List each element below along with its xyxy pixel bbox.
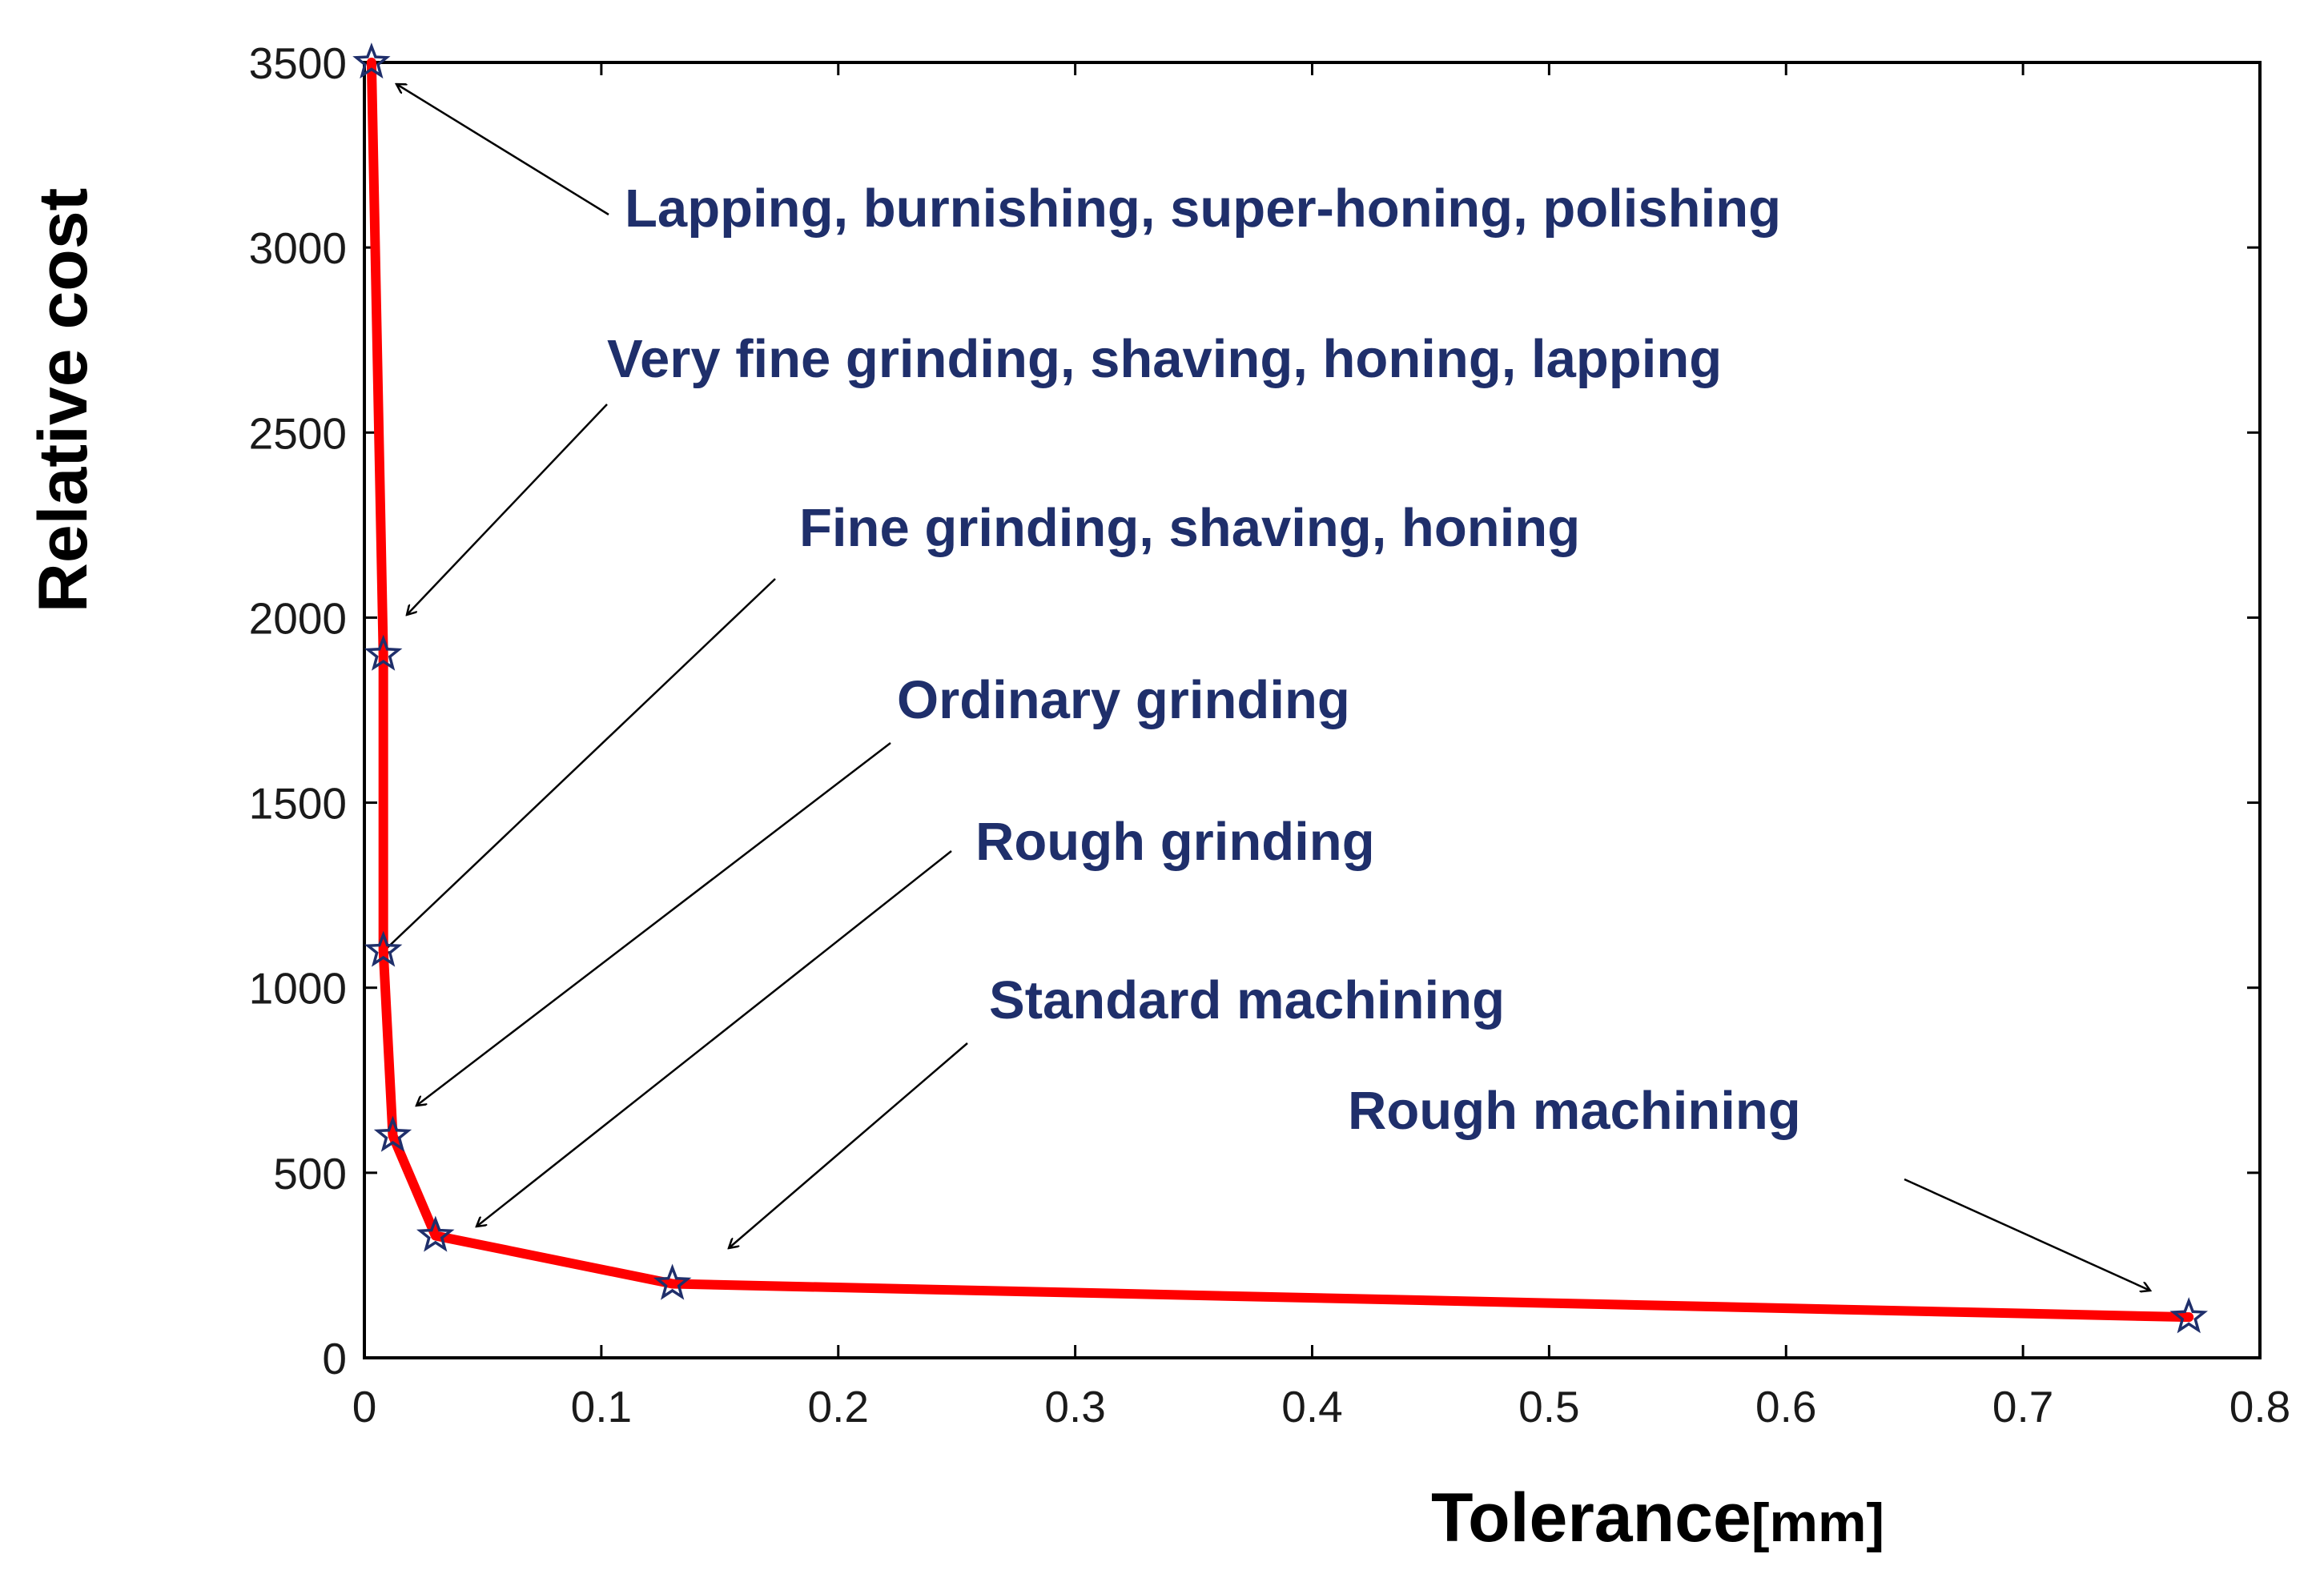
- y-tick-label: 3500: [249, 38, 347, 88]
- x-axis-label: Tolerance: [1431, 1480, 1751, 1556]
- x-tick-label: 0.1: [571, 1382, 632, 1431]
- annotation-label: Lapping, burnishing, super-honing, polis…: [625, 179, 1781, 239]
- annotation-arrow: [416, 742, 891, 1106]
- y-tick-label: 500: [273, 1149, 347, 1199]
- y-axis-label: Relative cost: [25, 188, 102, 613]
- annotation-arrow: [729, 1042, 968, 1248]
- annotation-label: Rough grinding: [975, 812, 1375, 872]
- annotation-arrow: [396, 84, 609, 216]
- series-line: [366, 58, 2194, 1323]
- x-axis-ticks: 0 0.1 0.2 0.3 0.4 0.5 0.6 0.7 0.8: [352, 62, 2290, 1431]
- x-tick-label: 0.3: [1044, 1382, 1105, 1431]
- x-tick-label: 0.5: [1518, 1382, 1579, 1431]
- data-series: [352, 42, 2208, 1334]
- data-point-star: [352, 42, 391, 79]
- x-axis-unit: [mm]: [1751, 1492, 1884, 1553]
- annotation-arrow: [380, 578, 776, 954]
- annotation-arrow: [476, 850, 952, 1227]
- x-tick-label: 0.6: [1755, 1382, 1816, 1431]
- x-tick-label: 0.2: [808, 1382, 869, 1431]
- annotation-label: Ordinary grinding: [897, 670, 1350, 730]
- annotation-arrow: [407, 404, 608, 615]
- data-point-star: [653, 1263, 692, 1300]
- annotation-label: Very fine grinding, shaving, honing, lap…: [607, 329, 1722, 389]
- data-point-star: [364, 634, 403, 671]
- annotation-label: Rough machining: [1348, 1081, 1801, 1141]
- y-tick-label: 2000: [249, 593, 347, 643]
- x-axis-label-group: Tolerance[mm]: [1431, 1480, 1884, 1556]
- x-tick-label: 0.4: [1281, 1382, 1342, 1431]
- x-tick-label: 0: [352, 1382, 377, 1431]
- y-tick-label: 2500: [249, 408, 347, 458]
- y-tick-label: 1000: [249, 964, 347, 1014]
- x-tick-label: 0.7: [1992, 1382, 2053, 1431]
- x-tick-label: 0.8: [2230, 1382, 2290, 1431]
- data-point-star: [373, 1115, 412, 1152]
- annotation-label: Fine grinding, shaving, honing: [799, 498, 1580, 558]
- data-point-star: [2169, 1297, 2208, 1334]
- annotation-label: Standard machining: [989, 970, 1505, 1030]
- annotations: Lapping, burnishing, super-honing, polis…: [380, 84, 2150, 1291]
- y-tick-label: 1500: [249, 779, 347, 829]
- data-point-star: [364, 930, 403, 967]
- y-axis-ticks: 0 500 1000 1500 2000 2500 3000 3500: [249, 38, 2260, 1383]
- data-point-star: [416, 1215, 455, 1252]
- y-tick-label: 0: [322, 1334, 347, 1383]
- y-tick-label: 3000: [249, 223, 347, 273]
- annotation-arrow: [1904, 1178, 2150, 1291]
